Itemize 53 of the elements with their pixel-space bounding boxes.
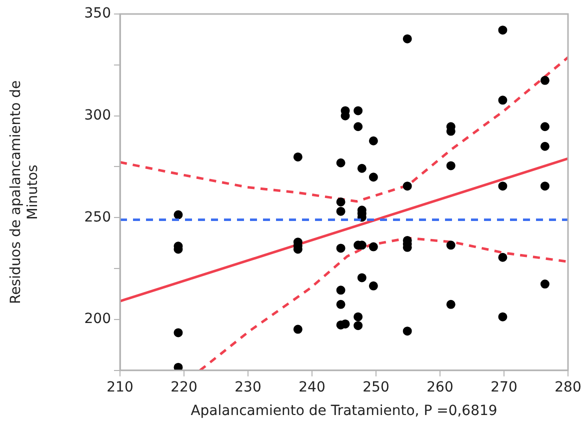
- y-axis-title: Residuos de apalancamiento de Minutos: [8, 80, 41, 304]
- point: [354, 106, 363, 116]
- point: [498, 96, 508, 105]
- point: [402, 34, 412, 44]
- x-tick-label: 220: [170, 379, 198, 396]
- point: [540, 280, 550, 289]
- point: [368, 136, 378, 146]
- point: [354, 321, 363, 330]
- x-tick-label: 230: [234, 379, 262, 396]
- point: [368, 172, 378, 182]
- point: [336, 244, 346, 253]
- point: [402, 182, 412, 191]
- point: [368, 281, 378, 290]
- point: [446, 300, 456, 309]
- point: [357, 273, 366, 282]
- point: [540, 182, 550, 191]
- point: [540, 142, 550, 151]
- point: [498, 26, 508, 35]
- point: [540, 76, 550, 85]
- point: [498, 182, 508, 191]
- point: [446, 161, 456, 170]
- point: [336, 158, 346, 168]
- point: [336, 206, 346, 216]
- x-tick-label: 270: [490, 379, 518, 396]
- y-tick-label: 350: [84, 6, 111, 22]
- y-tick-label: 250: [84, 209, 111, 226]
- point: [498, 312, 508, 322]
- point: [293, 152, 302, 162]
- line-series: [120, 56, 568, 203]
- point: [174, 362, 183, 370]
- y-tick-label: 200: [84, 311, 111, 328]
- point: [354, 312, 363, 322]
- point: [357, 164, 366, 173]
- x-tick-label: 240: [298, 379, 326, 396]
- point: [336, 286, 346, 295]
- point: [174, 328, 183, 338]
- x-tick-label: 280: [554, 379, 582, 396]
- point: [354, 122, 363, 132]
- x-tick-label: 260: [426, 379, 454, 396]
- x-tick-label: 250: [362, 379, 390, 396]
- point: [368, 242, 378, 252]
- point: [540, 122, 550, 132]
- x-tick-label: 210: [106, 379, 134, 396]
- point: [293, 324, 302, 334]
- point: [446, 240, 456, 250]
- x-axis-title: Apalancamiento de Tratamiento, P =0,6819: [190, 403, 498, 420]
- y-tick-label: 300: [84, 107, 111, 124]
- point: [498, 252, 508, 262]
- point: [402, 326, 412, 336]
- point: [336, 197, 346, 206]
- point: [174, 210, 183, 220]
- line-series: [198, 236, 568, 370]
- point: [336, 300, 346, 309]
